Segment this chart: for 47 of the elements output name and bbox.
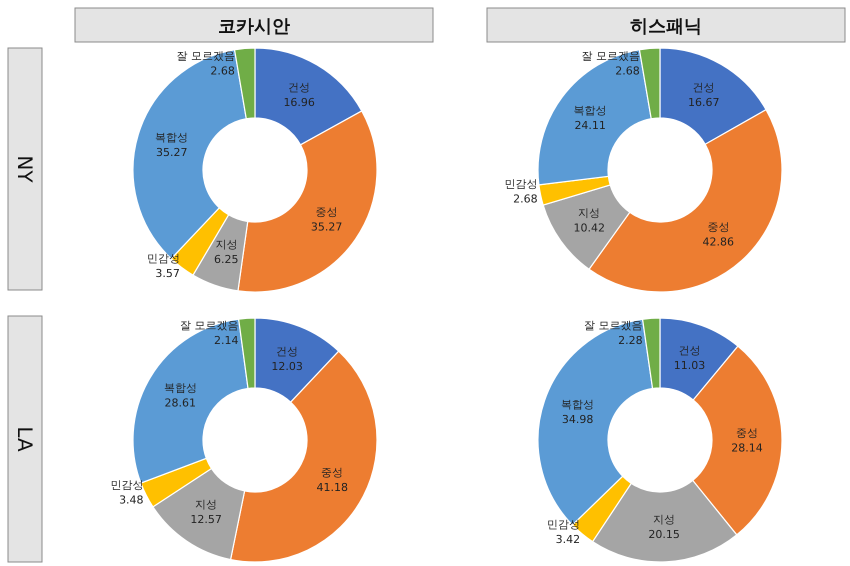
data-label: 28.61 bbox=[164, 396, 196, 410]
data-label: 35.27 bbox=[156, 146, 188, 159]
data-label: 3.57 bbox=[155, 266, 180, 280]
data-label: 2.28 bbox=[618, 334, 643, 348]
data-label: 20.15 bbox=[648, 528, 680, 541]
slice-label: 중성 bbox=[707, 220, 730, 234]
slice-label: 민감성 bbox=[110, 478, 144, 492]
data-label: 3.42 bbox=[556, 533, 580, 546]
data-label: 6.25 bbox=[214, 253, 239, 266]
slice-label: 민감성 bbox=[504, 178, 538, 191]
slice-label: 건성 bbox=[692, 80, 715, 94]
slice-label: 복합성 bbox=[561, 398, 594, 411]
text: NY bbox=[13, 155, 37, 184]
slice-label: 지성 bbox=[215, 238, 238, 252]
slice-label: 건성 bbox=[678, 344, 701, 358]
data-label: 12.57 bbox=[190, 512, 222, 526]
data-label: 35.27 bbox=[310, 220, 342, 234]
slice-label: 건성 bbox=[276, 345, 298, 358]
data-label: 10.42 bbox=[573, 222, 605, 235]
data-label: 2.68 bbox=[615, 64, 640, 78]
text: LA bbox=[13, 426, 37, 452]
data-label: 34.98 bbox=[562, 412, 594, 426]
data-label: 11.03 bbox=[674, 359, 706, 372]
data-label: 3.48 bbox=[119, 494, 144, 507]
slice-label: 중성 bbox=[316, 205, 338, 218]
data-label: 2.68 bbox=[513, 192, 538, 206]
slice-label: 지성 bbox=[578, 206, 600, 220]
slice-label: 중성 bbox=[736, 426, 758, 440]
slice-label: 지성 bbox=[195, 498, 218, 511]
slice-label: 복합성 bbox=[574, 104, 607, 118]
slice-label: 건성 bbox=[288, 81, 310, 94]
data-label: 16.67 bbox=[688, 96, 720, 109]
slice-label: 중성 bbox=[321, 466, 344, 480]
data-label: 16.96 bbox=[283, 96, 315, 110]
data-label: 2.14 bbox=[214, 334, 239, 347]
slice-label: 복합성 bbox=[164, 381, 197, 394]
data-label: 42.86 bbox=[702, 236, 734, 249]
slice-label: 지성 bbox=[653, 512, 676, 526]
data-label: 2.68 bbox=[210, 64, 235, 78]
slice-label: 복합성 bbox=[155, 130, 188, 144]
chart-title: 히스패닉 bbox=[630, 16, 702, 37]
chart-title: 코카시안 bbox=[218, 16, 290, 37]
data-label: 12.03 bbox=[271, 360, 303, 374]
slice-label: 잘 모르겠음 bbox=[176, 50, 235, 63]
data-label: 41.18 bbox=[316, 481, 348, 494]
data-label: 24.11 bbox=[574, 119, 606, 132]
data-label: 28.14 bbox=[731, 442, 763, 455]
